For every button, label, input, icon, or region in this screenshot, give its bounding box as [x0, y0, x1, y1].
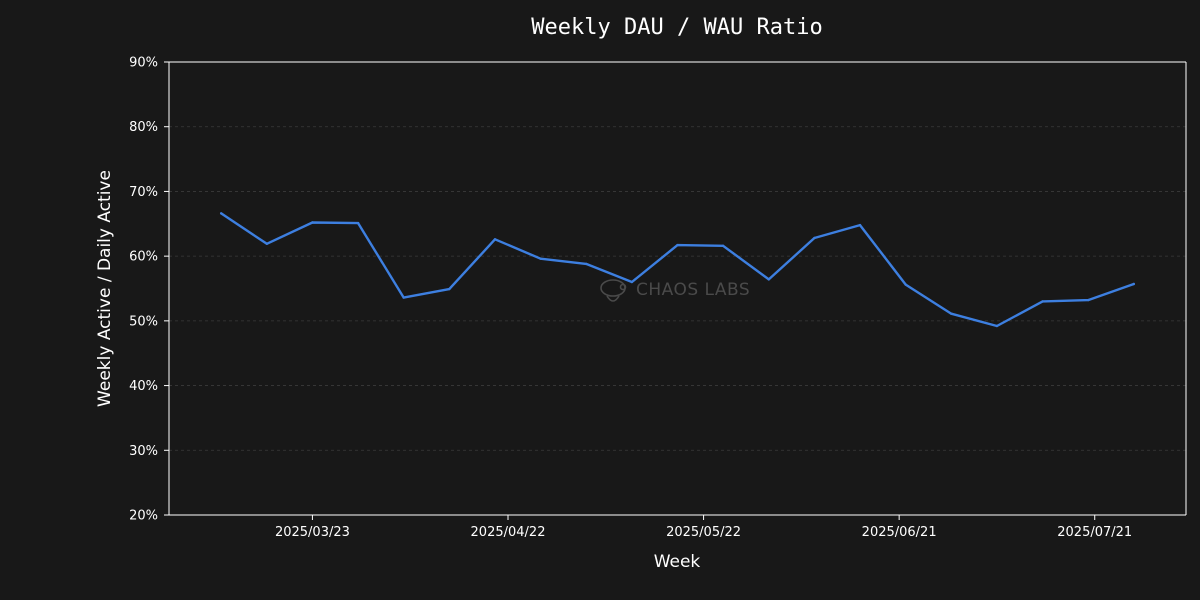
data-point	[858, 223, 862, 227]
watermark-text: CHAOS LABS	[636, 280, 750, 300]
data-point	[630, 280, 634, 284]
data-point	[995, 324, 999, 328]
x-axis-label: Week	[654, 552, 701, 572]
chaos-labs-logo-icon	[600, 279, 627, 302]
data-point	[676, 243, 679, 247]
y-tick-label: 50%	[129, 314, 158, 329]
data-point	[721, 244, 725, 247]
x-ticks: 2025/03/23 2025/04/22 2025/05/22 2025/06/21…	[275, 515, 1132, 540]
data-point	[1132, 282, 1136, 286]
x-tick-label: 2025/04/22	[471, 525, 546, 540]
data-point	[493, 238, 497, 241]
y-tick-label: 20%	[129, 509, 158, 524]
y-axis-label: Weekly Active / Daily Active	[95, 170, 115, 407]
data-point	[539, 257, 542, 260]
axes	[168, 61, 1187, 516]
x-tick-label: 2025/07/21	[1057, 525, 1132, 540]
y-tick-label: 60%	[129, 250, 158, 265]
data-point	[585, 262, 588, 266]
gridlines	[169, 126, 1186, 451]
x-tick-label: 2025/03/23	[275, 525, 350, 540]
data-point	[448, 287, 451, 291]
y-tick-label: 80%	[129, 120, 158, 135]
data-point	[402, 296, 405, 299]
y-tick-label: 40%	[129, 379, 158, 394]
series-layer	[219, 212, 1136, 328]
data-point	[220, 212, 223, 215]
data-point	[1087, 298, 1090, 302]
chart-title: Weekly DAU / WAU Ratio	[531, 15, 822, 40]
y-ticks: 20% 30% 40% 50% 60% 70% 80% 90%	[129, 56, 169, 524]
data-point	[265, 242, 268, 245]
data-point	[356, 221, 360, 225]
data-point	[950, 312, 953, 315]
data-point	[767, 278, 770, 281]
y-tick-label: 70%	[129, 185, 158, 200]
x-tick-label: 2025/06/21	[862, 525, 937, 540]
watermark: CHAOS LABS	[600, 279, 750, 302]
y-tick-label: 30%	[129, 444, 158, 459]
data-point	[1041, 300, 1044, 303]
data-point	[813, 236, 816, 240]
y-tick-label: 90%	[129, 56, 158, 71]
x-tick-label: 2025/05/22	[666, 525, 741, 540]
data-point	[311, 221, 314, 224]
data-point	[904, 283, 907, 286]
